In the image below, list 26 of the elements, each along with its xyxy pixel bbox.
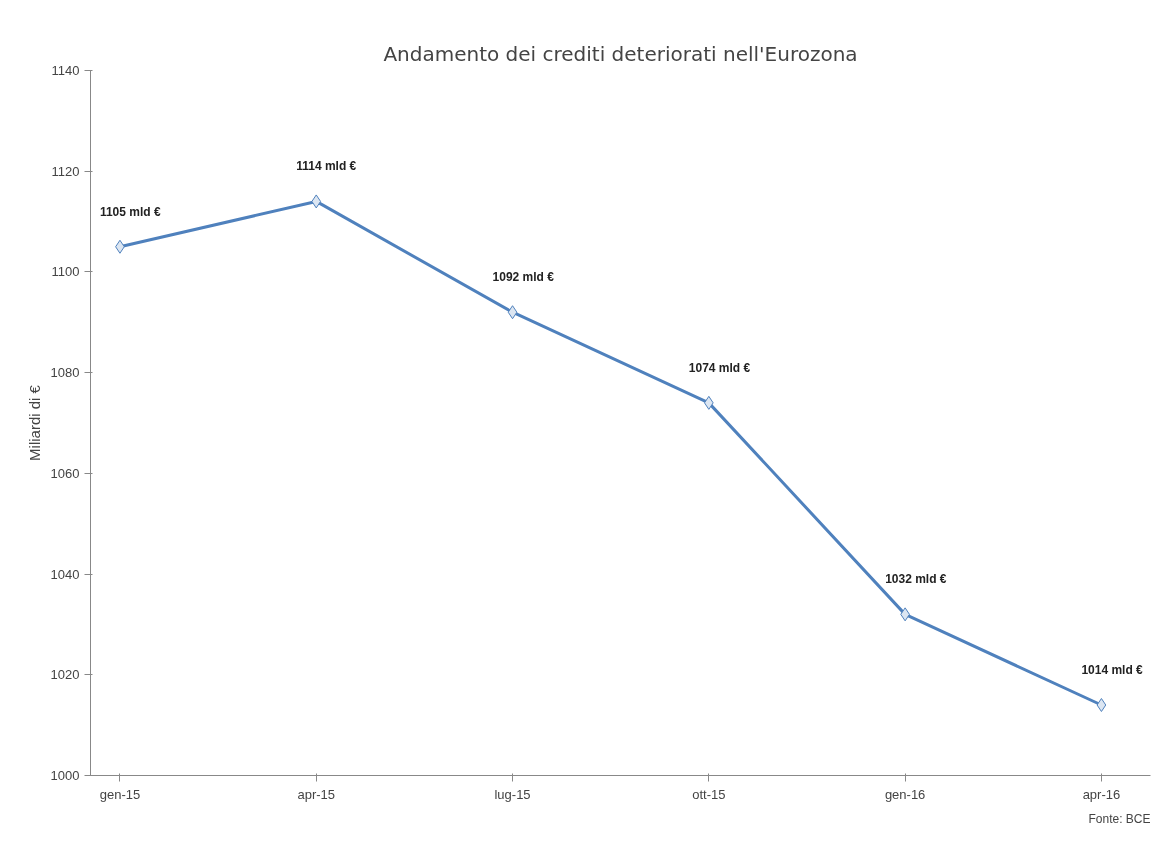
data-label: 1105 mld € <box>99 204 161 219</box>
x-tick-label: apr-15 <box>297 786 336 802</box>
source-note: Fonte: BCE <box>1088 811 1151 826</box>
point <box>311 194 322 209</box>
x-tick-label: lug-15 <box>494 786 531 802</box>
point <box>507 305 518 320</box>
y-tick-label: 1080 <box>50 365 80 381</box>
x-tick-label: ott-15 <box>692 786 726 802</box>
data-label: 1014 mld € <box>1081 663 1144 677</box>
data-label: 1114 mld € <box>296 159 357 174</box>
data-label: 1032 mld € <box>885 572 947 587</box>
y-axis-title: Miliardi di € <box>25 384 43 461</box>
data-label: 1092 mld € <box>492 270 555 285</box>
y-tick-label: 1120 <box>51 163 80 179</box>
point <box>1096 698 1107 712</box>
y-tick-label: 1020 <box>50 667 80 683</box>
y-tick-label: 1040 <box>50 566 80 582</box>
x-tick-label: gen-15 <box>99 786 141 802</box>
y-tick-label: 1140 <box>51 63 80 78</box>
chart-title: Andamento dei crediti deteriorati nell'Eurozona <box>383 41 858 66</box>
y-tick-label: 1000 <box>50 768 80 783</box>
y-tick-label: 1100 <box>51 264 80 280</box>
x-tick-label: gen-16 <box>884 786 926 802</box>
y-tick-label: 1060 <box>50 465 80 481</box>
data-label: 1074 mld € <box>688 360 751 375</box>
x-tick-label: apr-16 <box>1082 786 1121 802</box>
